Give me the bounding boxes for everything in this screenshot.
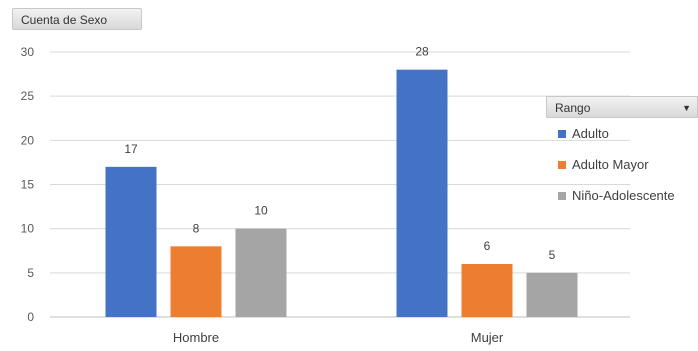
field-button-label: Cuenta de Sexo xyxy=(21,13,108,27)
legend-swatch xyxy=(558,129,566,138)
bar-ni-o-adolescente-mujer xyxy=(526,272,578,317)
bar-adulto-mayor-hombre xyxy=(170,246,222,317)
data-label: 10 xyxy=(254,204,268,218)
legend-label: Adulto Mayor xyxy=(572,157,649,172)
legend-label: Adulto xyxy=(572,126,609,141)
data-label: 8 xyxy=(193,221,200,235)
legend-title: Rango xyxy=(555,101,591,115)
legend-swatch xyxy=(558,191,566,200)
legend-filter-dropdown[interactable]: Rango ▼ xyxy=(546,96,698,118)
data-label: 17 xyxy=(124,142,138,156)
y-tick-label: 5 xyxy=(27,266,34,280)
bar-adulto-mayor-mujer xyxy=(461,264,513,317)
x-tick-label: Hombre xyxy=(173,330,219,345)
y-tick-label: 30 xyxy=(21,45,35,59)
legend-item-adulto-mayor: Adulto Mayor xyxy=(546,149,698,180)
field-button-cuenta-de-sexo[interactable]: Cuenta de Sexo xyxy=(12,8,142,30)
data-label: 5 xyxy=(549,248,556,262)
bar-adulto-hombre xyxy=(105,166,157,317)
data-label: 28 xyxy=(415,45,429,59)
y-tick-label: 0 xyxy=(27,310,34,324)
legend-label: Niño-Adolescente xyxy=(572,188,675,203)
legend-item-adulto: Adulto xyxy=(546,118,698,149)
legend: Rango ▼ Adulto Adulto Mayor Niño-Adolesc… xyxy=(546,96,698,211)
y-tick-label: 10 xyxy=(21,222,35,236)
dropdown-arrow-icon: ▼ xyxy=(682,103,691,113)
y-tick-label: 20 xyxy=(21,133,35,147)
y-tick-label: 25 xyxy=(21,89,35,103)
bar-adulto-mujer xyxy=(396,69,448,318)
data-label: 6 xyxy=(484,239,491,253)
legend-swatch xyxy=(558,160,566,169)
bar-ni-o-adolescente-hombre xyxy=(235,228,287,317)
x-tick-label: Mujer xyxy=(471,330,504,345)
legend-item-nino-adolescente: Niño-Adolescente xyxy=(546,180,698,211)
y-tick-label: 15 xyxy=(21,178,35,192)
